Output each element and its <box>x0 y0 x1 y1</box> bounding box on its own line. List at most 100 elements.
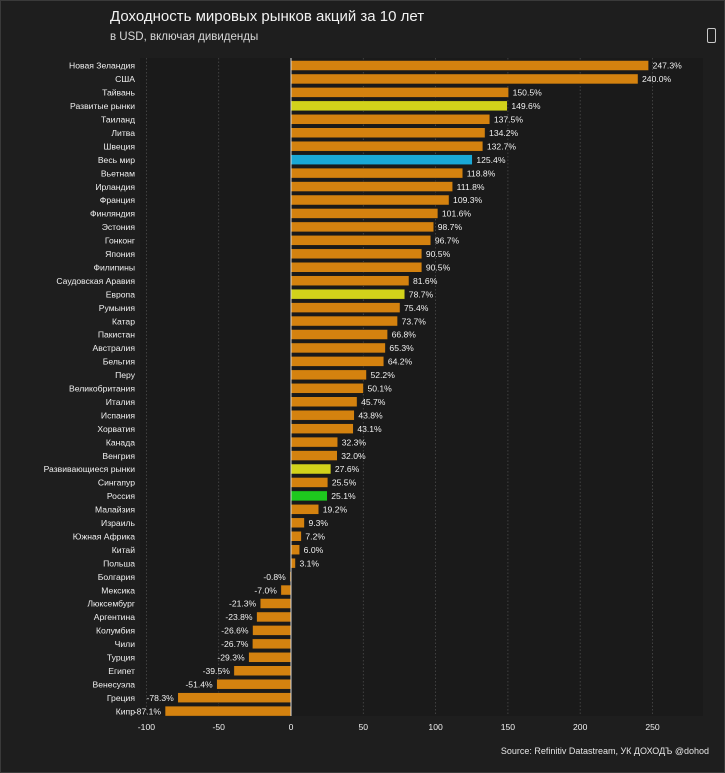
category-label: Великобритания <box>69 384 135 394</box>
bar <box>259 598 292 609</box>
category-label: Швеция <box>103 141 135 151</box>
value-label: 134.2% <box>489 128 519 138</box>
bar <box>290 194 450 206</box>
bar <box>290 531 302 542</box>
value-label: 3.1% <box>299 558 319 568</box>
category-label: Ирландия <box>95 182 135 192</box>
bar <box>290 60 649 71</box>
value-label: 247.3% <box>653 61 683 71</box>
category-label: Польша <box>103 558 135 568</box>
value-label: 7.2% <box>305 531 325 541</box>
x-tick-label: 200 <box>573 722 588 732</box>
category-label: Мексика <box>101 585 135 595</box>
bar <box>290 248 423 260</box>
value-label: -87.1% <box>134 706 162 716</box>
value-label: 75.4% <box>404 303 429 313</box>
category-label: Аргентина <box>94 612 135 622</box>
value-label: 32.3% <box>342 437 367 447</box>
value-label: 25.5% <box>332 478 357 488</box>
bar <box>216 678 292 690</box>
bar <box>290 356 385 367</box>
bar <box>233 665 292 676</box>
bar <box>290 463 332 475</box>
bar <box>290 235 432 246</box>
chart-title: Доходность мировых рынков акций за 10 ле… <box>110 8 425 25</box>
bar <box>256 611 292 623</box>
value-label: 65.3% <box>389 343 414 353</box>
bar <box>280 584 292 596</box>
category-label: Люксембург <box>87 599 135 609</box>
bar <box>290 275 410 286</box>
category-label: США <box>115 74 135 84</box>
category-label: Вьетнам <box>101 168 135 178</box>
x-tick-label: 50 <box>359 722 369 732</box>
value-label: -29.3% <box>217 653 245 663</box>
value-label: 137.5% <box>494 115 524 125</box>
bar <box>290 208 439 219</box>
value-label: 19.2% <box>323 505 348 515</box>
bar <box>290 329 388 340</box>
value-label: 101.6% <box>442 209 472 219</box>
category-label: Румыния <box>99 303 136 313</box>
x-tick-label: 100 <box>428 722 443 732</box>
category-label: Испания <box>101 410 135 420</box>
value-label: 150.5% <box>513 88 543 98</box>
value-label: 109.3% <box>453 195 483 205</box>
category-label: Япония <box>105 249 135 259</box>
bar <box>290 114 491 125</box>
category-label: Бельгия <box>103 357 136 367</box>
value-label: 90.5% <box>426 249 451 259</box>
value-label: 52.2% <box>370 370 395 380</box>
bar <box>290 409 355 421</box>
category-label: Эстония <box>102 222 136 232</box>
value-label: 43.1% <box>357 424 382 434</box>
category-label: Развивающиеся рынки <box>44 464 136 474</box>
value-label: -7.0% <box>254 585 277 595</box>
bar <box>252 638 292 650</box>
category-label: Турция <box>107 653 135 663</box>
category-label: Канада <box>106 437 135 447</box>
value-label: 149.6% <box>511 101 541 111</box>
value-label: 125.4% <box>476 155 506 165</box>
value-label: -26.7% <box>221 639 249 649</box>
plot-area <box>140 58 703 716</box>
category-label: Филипины <box>93 262 135 272</box>
bar <box>177 692 292 703</box>
category-label: Кипр <box>116 706 135 716</box>
category-label: Развитые рынки <box>70 101 135 111</box>
bar <box>290 342 386 354</box>
category-label: Чили <box>115 639 136 649</box>
value-label: 118.8% <box>467 168 496 178</box>
category-label: Египет <box>108 666 135 676</box>
bar <box>290 436 338 448</box>
bar <box>290 315 398 327</box>
value-label: -78.3% <box>147 693 175 703</box>
value-label: 45.7% <box>361 397 386 407</box>
x-tick-label: 150 <box>501 722 516 732</box>
value-label: -21.3% <box>229 599 257 609</box>
bar <box>290 221 434 233</box>
value-label: 32.0% <box>341 451 366 461</box>
bar <box>290 369 367 381</box>
bar <box>290 181 453 192</box>
chart-subtitle: в USD, включая дивиденды <box>110 31 259 43</box>
bar <box>290 504 320 515</box>
category-label: Саудовская Аравия <box>56 276 135 286</box>
value-label: 98.7% <box>438 222 463 232</box>
category-label: Венгрия <box>102 451 135 461</box>
category-label: Пакистан <box>98 330 135 340</box>
bar <box>290 517 305 529</box>
menu-icon[interactable] <box>707 28 716 43</box>
bar <box>290 262 423 273</box>
bar <box>290 383 364 394</box>
value-label: 66.8% <box>392 330 417 340</box>
bar <box>164 705 292 717</box>
category-label: Австралия <box>93 343 136 353</box>
x-tick-label: -100 <box>138 722 155 732</box>
bar <box>290 73 639 85</box>
value-label: -0.8% <box>263 572 286 582</box>
value-label: 43.8% <box>358 410 383 420</box>
value-label: 111.8% <box>457 182 485 192</box>
category-label: Китай <box>112 545 135 555</box>
bar <box>290 557 296 569</box>
